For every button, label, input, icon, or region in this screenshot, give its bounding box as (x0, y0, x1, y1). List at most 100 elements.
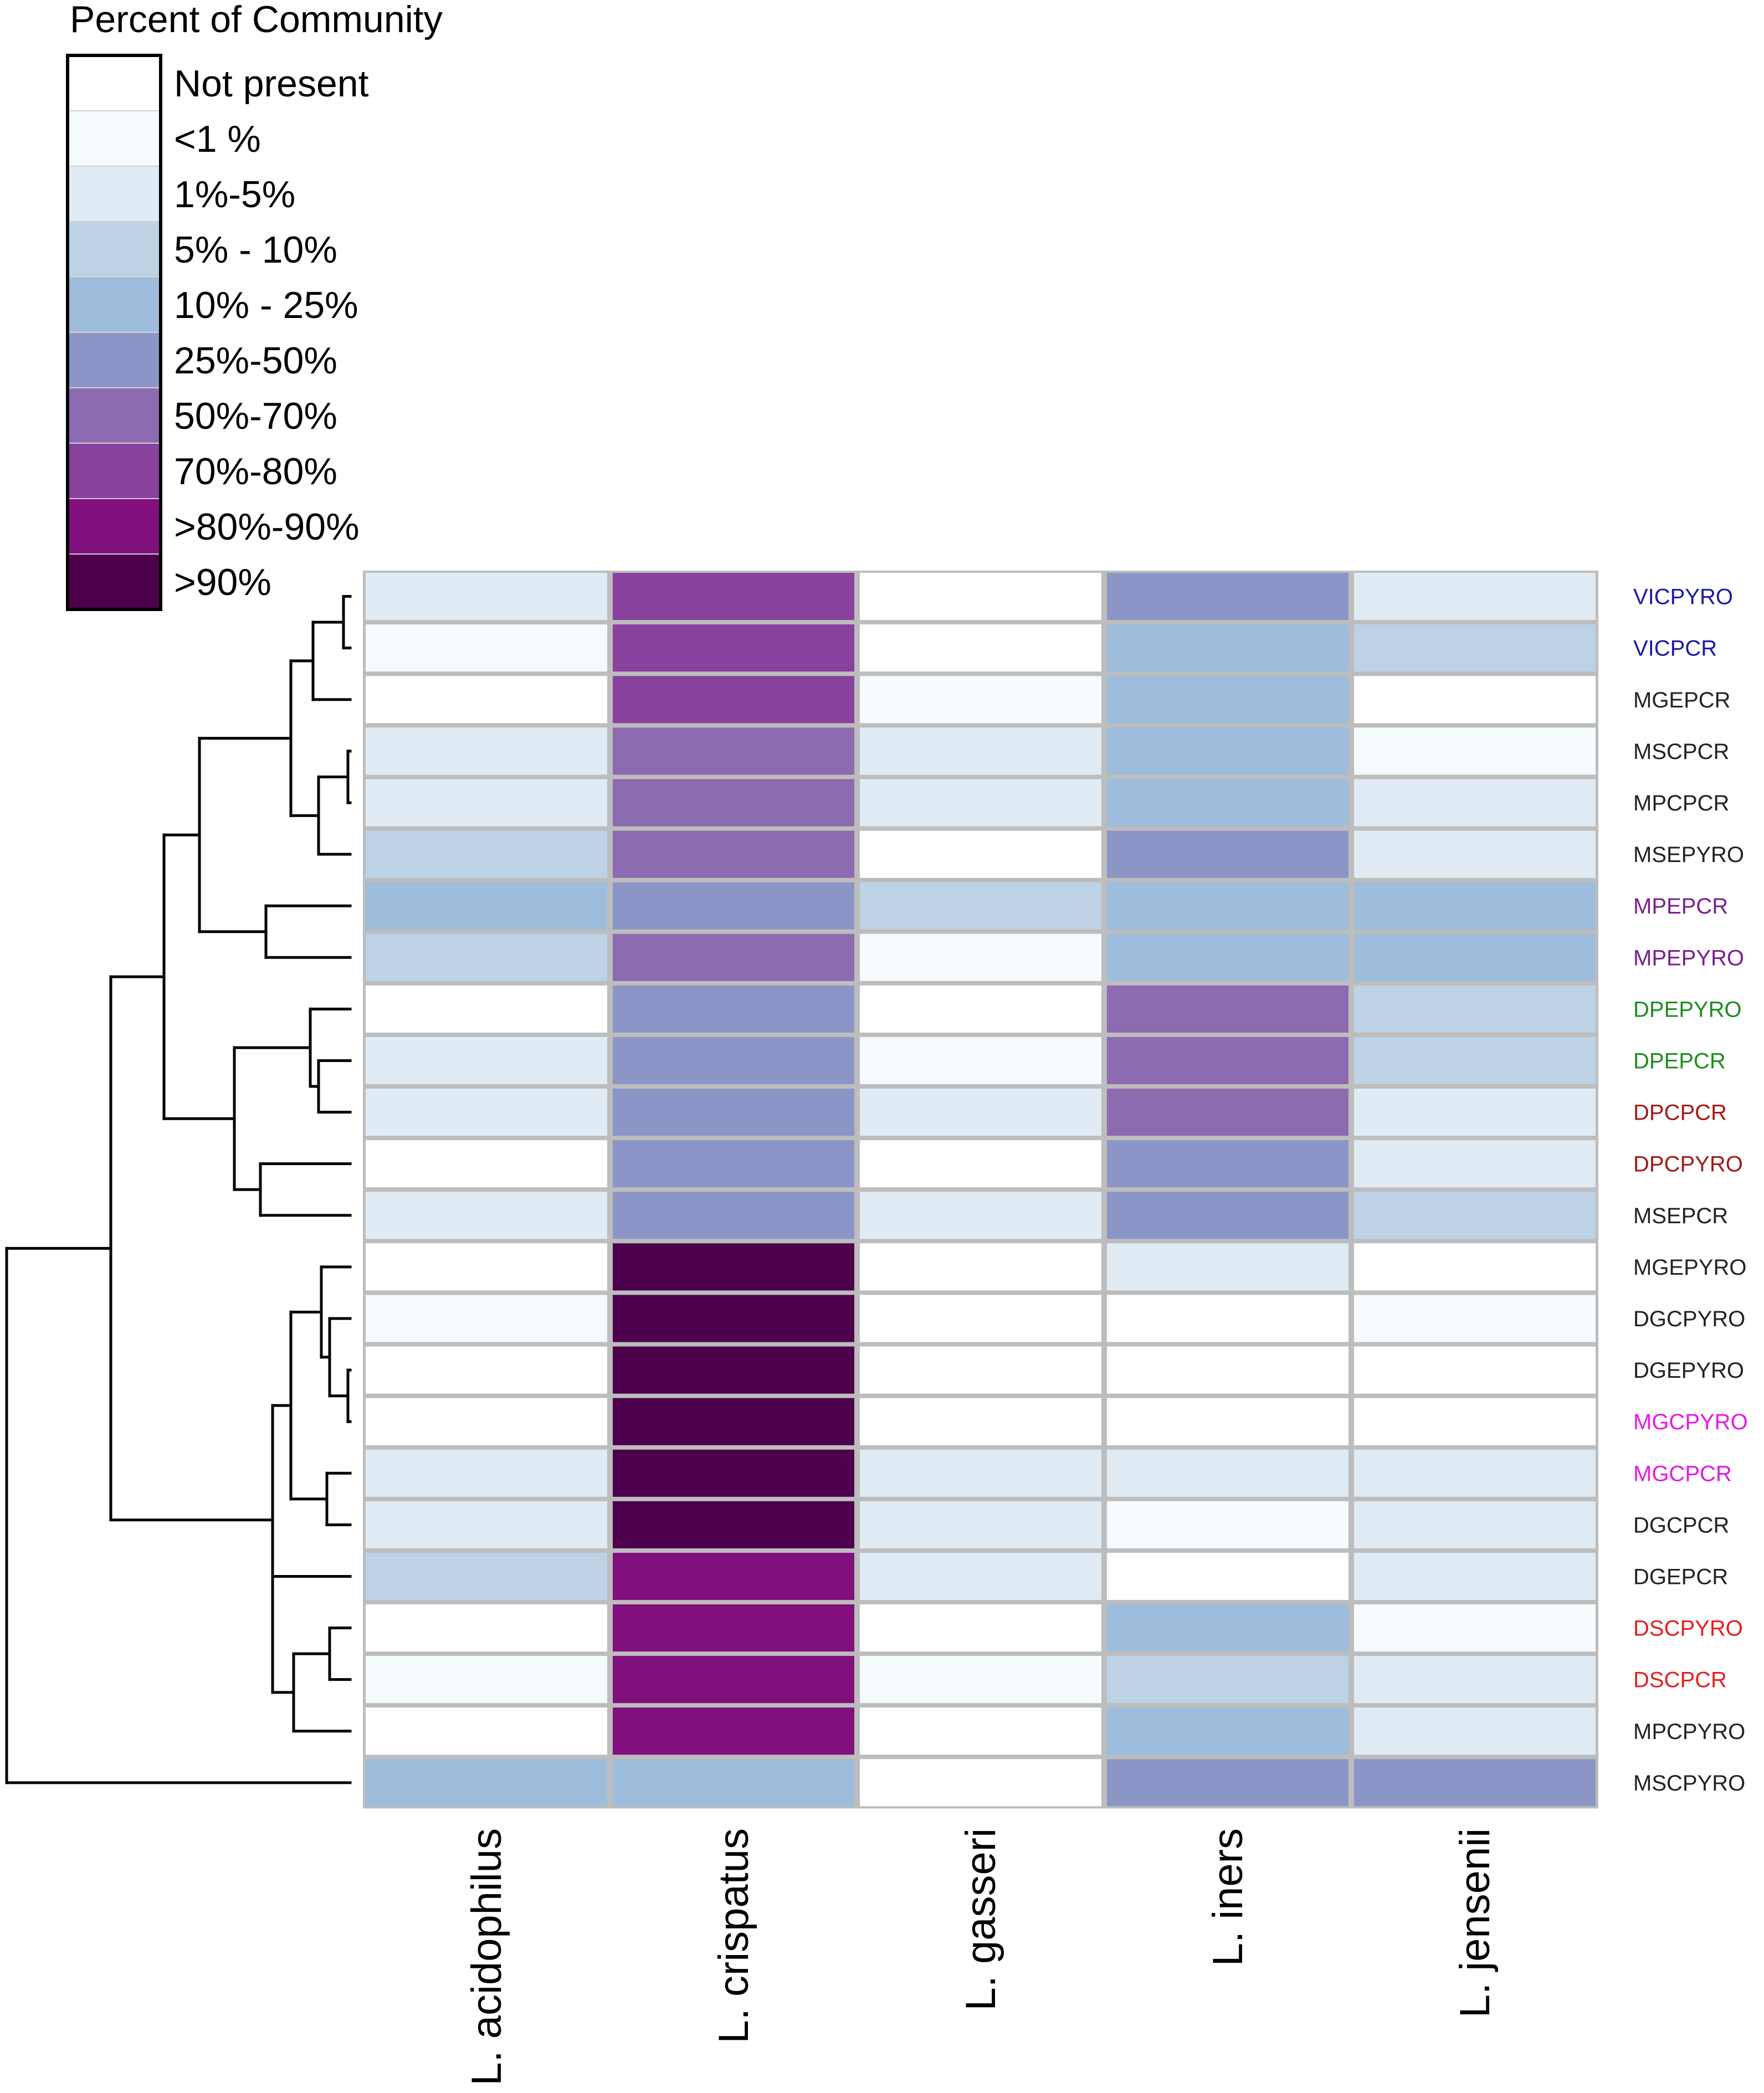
row-label-MSCPYRO: MSCPYRO (1633, 1771, 1745, 1796)
heatmap-cell-MPCPYRO-0 (366, 1707, 607, 1755)
heatmap-cell-MSCPYRO-1 (613, 1759, 854, 1807)
heatmap-cell-DPEPCR-0 (366, 1037, 607, 1084)
heatmap-cell-MGEPCR-4 (1354, 676, 1596, 724)
heatmap-cell-MGEPYRO-3 (1107, 1243, 1348, 1291)
heatmap-cell-DGEPYRO-4 (1354, 1346, 1596, 1394)
legend-swatch-1 (67, 110, 161, 167)
heatmap-cell-VICPYRO-0 (366, 573, 607, 620)
heatmap-cell-MPCPYRO-3 (1107, 1707, 1348, 1755)
row-label-MGEPCR: MGEPCR (1633, 688, 1731, 712)
heatmap-cell-MSEPCR-3 (1107, 1192, 1348, 1239)
legend-border (66, 54, 162, 611)
heatmap-cell-MGEPYRO-4 (1354, 1243, 1596, 1291)
heatmap-cell-MSCPCR-0 (366, 727, 607, 775)
row-label-DGEPCR: DGEPCR (1633, 1564, 1728, 1589)
heatmap-cell-MSCPYRO-3 (1107, 1759, 1348, 1807)
dendrogram (5, 595, 352, 1784)
heatmap-cell-DSCPYRO-3 (1107, 1604, 1348, 1652)
heatmap-cell-MPEPYRO-0 (366, 933, 607, 981)
heatmap-cell-MPEPYRO-3 (1107, 933, 1348, 981)
heatmap-cell-DGEPYRO-2 (860, 1346, 1101, 1394)
row-label-MPEPYRO: MPEPYRO (1633, 946, 1744, 970)
row-labels: VICPYRO VICPCR MGEPCR MSCPCR MPCPCR MSEPYRO MP… (1633, 585, 1748, 1796)
heatmap-cell-DGEPCR-1 (613, 1552, 854, 1600)
row-label-DGEPYRO: DGEPYRO (1633, 1358, 1744, 1383)
legend-swatch-7 (67, 443, 161, 499)
row-label-MGEPYRO: MGEPYRO (1633, 1255, 1746, 1280)
legend-swatch-4 (67, 276, 161, 333)
heatmap-cell-DPEPYRO-4 (1354, 985, 1596, 1033)
heatmap-cell-MSCPYRO-2 (860, 1759, 1101, 1807)
legend-label-9: >90% (174, 561, 271, 603)
heatmap-cell-DSCPYRO-2 (860, 1604, 1101, 1652)
legend-label-3: 5% - 10% (174, 229, 337, 271)
heatmap-cell-MPEPYRO-1 (613, 933, 854, 981)
heatmap-cell-DSCPCR-2 (860, 1656, 1101, 1704)
heatmap-cell-DSCPYRO-4 (1354, 1604, 1596, 1652)
heatmap-cell-DPEPYRO-0 (366, 985, 607, 1033)
heatmap-cell-MSCPCR-1 (613, 727, 854, 775)
heatmap-cell-DGEPCR-0 (366, 1552, 607, 1600)
legend-label-7: 70%-80% (174, 450, 337, 493)
heatmap-cell-DPEPCR-4 (1354, 1037, 1596, 1084)
heatmap-cell-MGCPYRO-4 (1354, 1398, 1596, 1445)
heatmap-cell-MSEPYRO-0 (366, 830, 607, 878)
row-label-DGCPCR: DGCPCR (1633, 1513, 1729, 1537)
heatmap-cell-MPEPCR-2 (860, 882, 1101, 930)
column-label-3: L. iners (1204, 1828, 1252, 1966)
heatmap-cell-MPCPCR-3 (1107, 779, 1348, 827)
heatmap-cell-DGEPYRO-3 (1107, 1346, 1348, 1394)
heatmap-cell-DPCPCR-4 (1354, 1089, 1596, 1136)
heatmap-cell-VICPYRO-3 (1107, 573, 1348, 620)
row-label-VICPYRO: VICPYRO (1633, 585, 1733, 609)
row-label-DSCPYRO: DSCPYRO (1633, 1617, 1743, 1641)
heatmap-cell-MGEPYRO-1 (613, 1243, 854, 1291)
heatmap-cell-VICPCR-1 (613, 624, 854, 672)
heatmap-cell-MPCPYRO-4 (1354, 1707, 1596, 1755)
heatmap-cell-VICPCR-3 (1107, 624, 1348, 672)
heatmap-cell-MGCPCR-4 (1354, 1449, 1596, 1497)
heatmap-cell-DPCPCR-1 (613, 1089, 854, 1136)
heatmap-cell-MGCPYRO-2 (860, 1398, 1101, 1445)
row-label-MSEPCR: MSEPCR (1633, 1204, 1728, 1228)
legend-label-0: Not present (174, 63, 369, 105)
heatmap-cell-MPCPCR-0 (366, 779, 607, 827)
column-label-4: L. jensenii (1452, 1828, 1499, 2018)
heatmap-cell-MGEPCR-0 (366, 676, 607, 724)
legend-swatch-6 (67, 387, 161, 444)
legend-title: Percent of Community (70, 0, 443, 40)
column-label-1: L. crispatus (710, 1828, 757, 2044)
heatmap-cell-VICPYRO-1 (613, 573, 854, 620)
heatmap-cell-MSCPYRO-4 (1354, 1759, 1596, 1807)
heatmap-cell-VICPYRO-4 (1354, 573, 1596, 620)
heatmap-cell-MPCPCR-4 (1354, 779, 1596, 827)
row-label-MSCPCR: MSCPCR (1633, 740, 1729, 764)
heatmap-cell-MGCPYRO-0 (366, 1398, 607, 1445)
legend-label-1: <1 % (174, 118, 261, 160)
legend: Percent of Community Not present <1 % 1%-5%… (66, 0, 443, 611)
legend-swatch-8 (67, 498, 161, 555)
heatmap-cell-MPEPCR-0 (366, 882, 607, 930)
heatmap-cell-MGEPCR-3 (1107, 676, 1348, 724)
heatmap-grid (363, 571, 1598, 1809)
heatmap-cell-DGCPYRO-2 (860, 1295, 1101, 1342)
heatmap-cell-MSCPCR-4 (1354, 727, 1596, 775)
heatmap-cell-DGEPCR-3 (1107, 1552, 1348, 1600)
heatmap-cell-DGCPYRO-0 (366, 1295, 607, 1342)
legend-swatch-5 (67, 332, 161, 388)
heatmap-cell-DPEPCR-1 (613, 1037, 854, 1084)
heatmap-cell-MSEPCR-2 (860, 1192, 1101, 1239)
heatmap-cell-MSEPCR-4 (1354, 1192, 1596, 1239)
heatmap-cell-MSEPYRO-2 (860, 830, 1101, 878)
heatmap-cell-DPCPYRO-1 (613, 1140, 854, 1188)
heatmap-cell-DGCPYRO-1 (613, 1295, 854, 1342)
row-label-MGCPYRO: MGCPYRO (1633, 1410, 1748, 1434)
heatmap-cell-DSCPCR-3 (1107, 1656, 1348, 1704)
legend-label-5: 25%-50% (174, 340, 337, 382)
legend-label-8: >80%-90% (174, 506, 360, 548)
row-label-MSEPYRO: MSEPYRO (1633, 843, 1744, 867)
row-label-DSCPCR: DSCPCR (1633, 1668, 1727, 1692)
heatmap-cell-DSCPCR-4 (1354, 1656, 1596, 1704)
row-label-DPCPCR: DPCPCR (1633, 1101, 1727, 1125)
